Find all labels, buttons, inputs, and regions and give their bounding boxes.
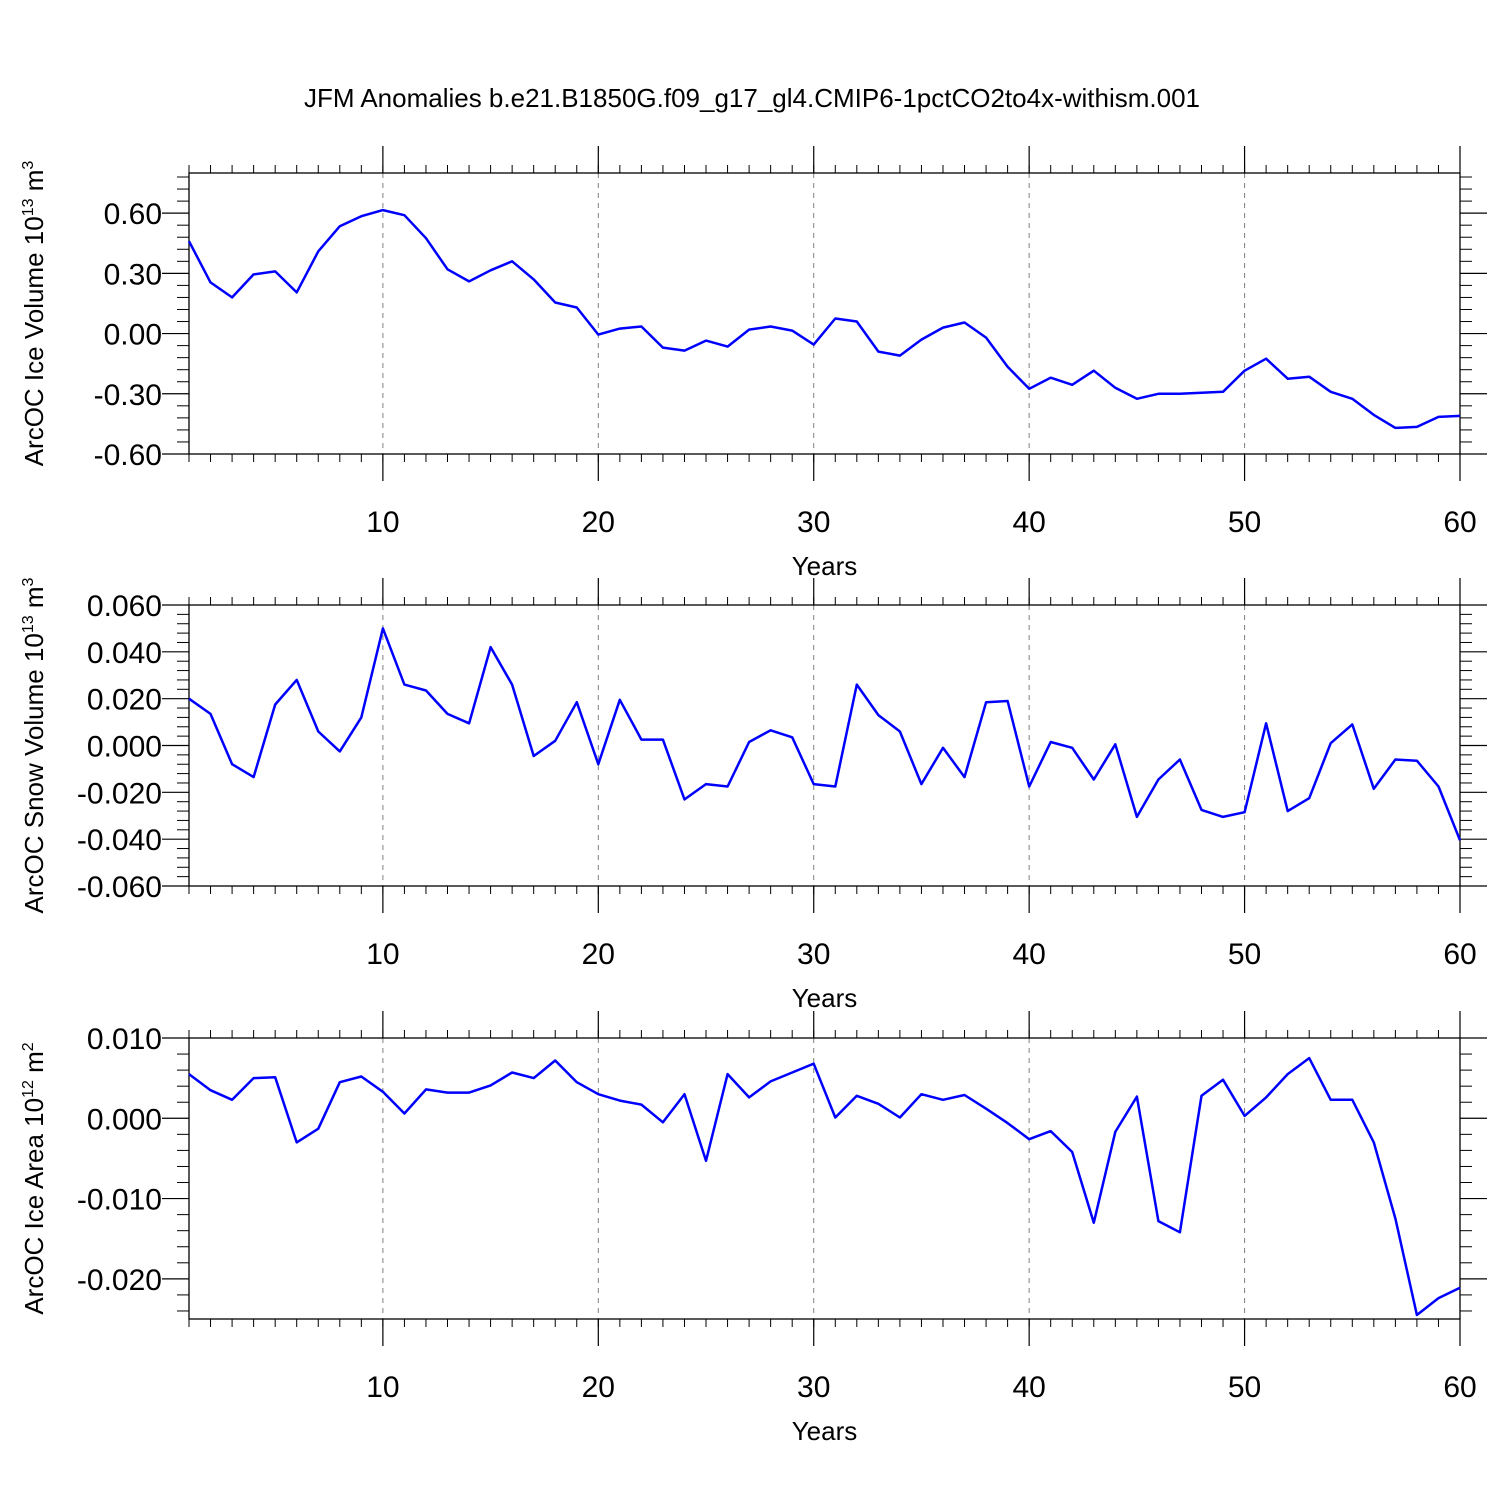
- y-tick-label: -0.010: [77, 1184, 162, 1217]
- y-tick-label: 0.000: [87, 731, 162, 764]
- y-axis-label-part: ArcOC Ice Volume 10: [19, 216, 49, 466]
- panel-1: 10 20 30 40 50 60 Years -0.60 -0.30 0.00 0.30 0.60 A…: [19, 146, 1487, 581]
- x-tick-label: 50: [1228, 938, 1261, 971]
- x-tick-label: 40: [1012, 506, 1045, 539]
- panel-2: 10 20 30 40 50 60 Years -0.060 -0.040 -0.020 0.000…: [19, 577, 1487, 1013]
- y-axis-label: ArcOC Snow Volume 1013 m3: [19, 577, 49, 913]
- y-axis-label-part: 13: [20, 198, 37, 216]
- x-tick-label: 30: [797, 506, 830, 539]
- x-tick-label: 60: [1443, 938, 1476, 971]
- series-line: [188, 1056, 1461, 1317]
- y-tick-label: 0.020: [87, 684, 162, 717]
- x-axis-label: Years: [792, 551, 858, 581]
- y-tick-label: 0.30: [104, 258, 162, 291]
- x-axis-label: Years: [792, 1416, 858, 1446]
- y-axis-label-part: 12: [20, 1080, 37, 1098]
- y-tick-label: -0.30: [94, 379, 162, 412]
- y-tick-label: -0.040: [77, 824, 162, 857]
- x-tick-label: 60: [1443, 1371, 1476, 1404]
- y-axis-label: ArcOC Ice Volume 1013 m3: [19, 161, 49, 467]
- plot-frame: [188, 172, 1461, 455]
- x-tick-label: 20: [582, 506, 615, 539]
- x-tick-label: 30: [797, 938, 830, 971]
- x-axis-label: Years: [792, 983, 858, 1013]
- y-tick-label: 0.000: [87, 1103, 162, 1136]
- y-axis-label-part: m: [19, 1051, 49, 1080]
- y-tick-label: 0.60: [104, 198, 162, 231]
- y-axis-label-part: 3: [20, 577, 37, 586]
- y-axis-label-part: 3: [20, 161, 37, 170]
- panel-3: 10 20 30 40 50 60 Years -0.020 -0.010 0.000 0.010 A…: [19, 1011, 1487, 1446]
- x-tick-label: 20: [582, 1371, 615, 1404]
- y-tick-label: -0.020: [77, 1264, 162, 1297]
- plot-frame: [188, 604, 1461, 887]
- x-tick-label: 20: [582, 938, 615, 971]
- x-tick-label: 10: [366, 506, 399, 539]
- y-tick-label: -0.060: [77, 871, 162, 904]
- y-tick-label: 0.00: [104, 319, 162, 352]
- y-tick-label: 0.040: [87, 637, 162, 670]
- x-tick-label: 40: [1012, 1371, 1045, 1404]
- x-tick-label: 50: [1228, 506, 1261, 539]
- y-axis-label: ArcOC Ice Area 1012 m2: [19, 1042, 49, 1314]
- plot-frame: [188, 1037, 1461, 1320]
- x-tick-label: 40: [1012, 938, 1045, 971]
- y-axis-label-part: ArcOC Snow Volume 10: [19, 633, 49, 913]
- y-axis-label-part: m: [19, 586, 49, 615]
- y-tick-label: 0.010: [87, 1023, 162, 1056]
- y-tick-label: -0.020: [77, 777, 162, 810]
- y-tick-label: 0.060: [87, 590, 162, 623]
- y-tick-label: -0.60: [94, 439, 162, 472]
- chart-title: JFM Anomalies b.e21.B1850G.f09_g17_gl4.C…: [304, 83, 1200, 113]
- x-tick-label: 50: [1228, 1371, 1261, 1404]
- x-tick-label: 10: [366, 1371, 399, 1404]
- x-tick-label: 60: [1443, 506, 1476, 539]
- panels: 10 20 30 40 50 60 Years -0.60 -0.30 0.00 0.30 0.60 A…: [19, 146, 1487, 1446]
- x-tick-label: 10: [366, 938, 399, 971]
- y-axis-label-part: ArcOC Ice Area 10: [19, 1098, 49, 1315]
- y-axis-label-part: 13: [20, 615, 37, 633]
- series-line: [187, 208, 1461, 430]
- x-tick-label: 30: [797, 1371, 830, 1404]
- y-axis-label-part: m: [19, 170, 49, 199]
- series-line: [188, 627, 1462, 841]
- y-axis-label-part: 2: [20, 1042, 37, 1051]
